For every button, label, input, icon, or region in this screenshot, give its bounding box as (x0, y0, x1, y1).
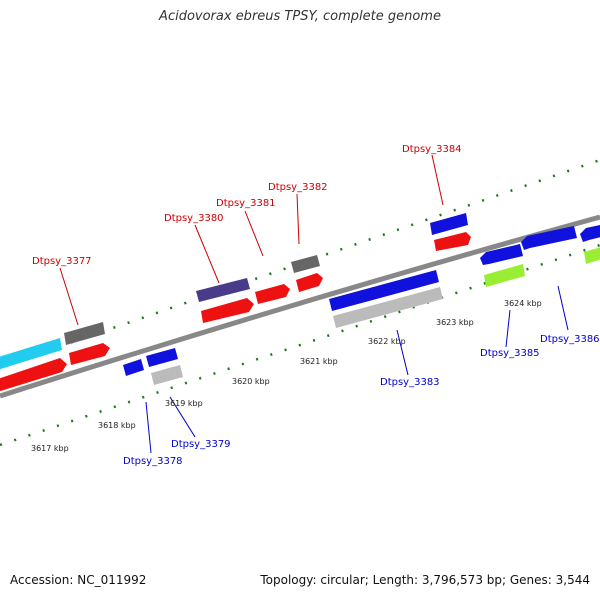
tick-label: 3622 kbp (368, 337, 406, 346)
gene-label: Dtpsy_3383 (380, 377, 440, 388)
bottom-gene-labels: Dtpsy_3378 Dtpsy_3379 Dtpsy_3383 Dtpsy_3… (123, 334, 600, 467)
gene-label: Dtpsy_3379 (171, 439, 231, 450)
gene-arrow (329, 270, 439, 311)
gene-arrow (0, 358, 67, 392)
gene-label: Dtpsy_3380 (164, 213, 224, 224)
leader-line (244, 210, 264, 257)
gene-arrow (484, 264, 525, 287)
leader-line (296, 193, 300, 245)
leader-line (431, 154, 444, 206)
leader-line (396, 329, 409, 376)
leader-line (169, 396, 196, 438)
tick-label: 3620 kbp (232, 377, 270, 386)
gene-arrow (291, 255, 320, 273)
genome-backbone (0, 214, 600, 399)
gene-arrow (69, 343, 110, 365)
lower-strand-genes (123, 225, 600, 385)
gene-arrow (151, 365, 183, 385)
gene-arrow (123, 359, 144, 376)
upper-strand-genes (0, 213, 471, 392)
tick-label: 3618 kbp (98, 421, 136, 430)
accession-text: Accession: NC_011992 (10, 573, 147, 587)
kbp-tick-labels: 3617 kbp 3618 kbp 3619 kbp 3620 kbp 3621… (31, 299, 542, 453)
gene-arrow (146, 348, 178, 367)
gene-arrow (584, 247, 600, 264)
gene-arrow (64, 322, 105, 345)
gene-arrow (196, 278, 250, 302)
gene-arrow (255, 284, 290, 304)
gene-label: Dtpsy_3384 (402, 144, 462, 155)
gene-label: Dtpsy_3377 (32, 256, 92, 267)
label-leader-lines (59, 154, 569, 454)
gene-arrow (296, 273, 323, 292)
gene-arrow (201, 298, 254, 323)
leader-line (59, 267, 79, 326)
gene-label: Dtpsy_3381 (216, 198, 276, 209)
gene-arrow (430, 213, 468, 235)
tick-label: 3623 kbp (436, 318, 474, 327)
map-title: Acidovorax ebreus TPSY, complete genome (159, 9, 441, 24)
gene-arrow (333, 287, 443, 328)
tick-label: 3621 kbp (300, 357, 338, 366)
leader-line (194, 224, 220, 284)
gene-arrow (434, 232, 471, 251)
top-gene-labels: Dtpsy_3377 Dtpsy_3380 Dtpsy_3381 Dtpsy_3… (32, 144, 462, 267)
inner-dotted-track (0, 243, 600, 447)
gene-label: Dtpsy_3385 (480, 348, 540, 359)
tick-label: 3619 kbp (165, 399, 203, 408)
leader-line (145, 401, 152, 454)
gene-label: Dtpsy_3378 (123, 456, 183, 467)
leader-line (557, 285, 569, 331)
gene-label: Dtpsy_3386 (540, 334, 600, 345)
gene-arrow (521, 226, 577, 250)
gene-arrow (480, 244, 523, 265)
genome-summary-text: Topology: circular; Length: 3,796,573 bp… (260, 573, 590, 587)
gene-arrow (580, 225, 600, 242)
tick-label: 3624 kbp (504, 299, 542, 308)
leader-line (505, 309, 511, 348)
tick-label: 3617 kbp (31, 444, 69, 453)
gene-arrow (0, 338, 62, 370)
gene-label: Dtpsy_3382 (268, 182, 328, 193)
